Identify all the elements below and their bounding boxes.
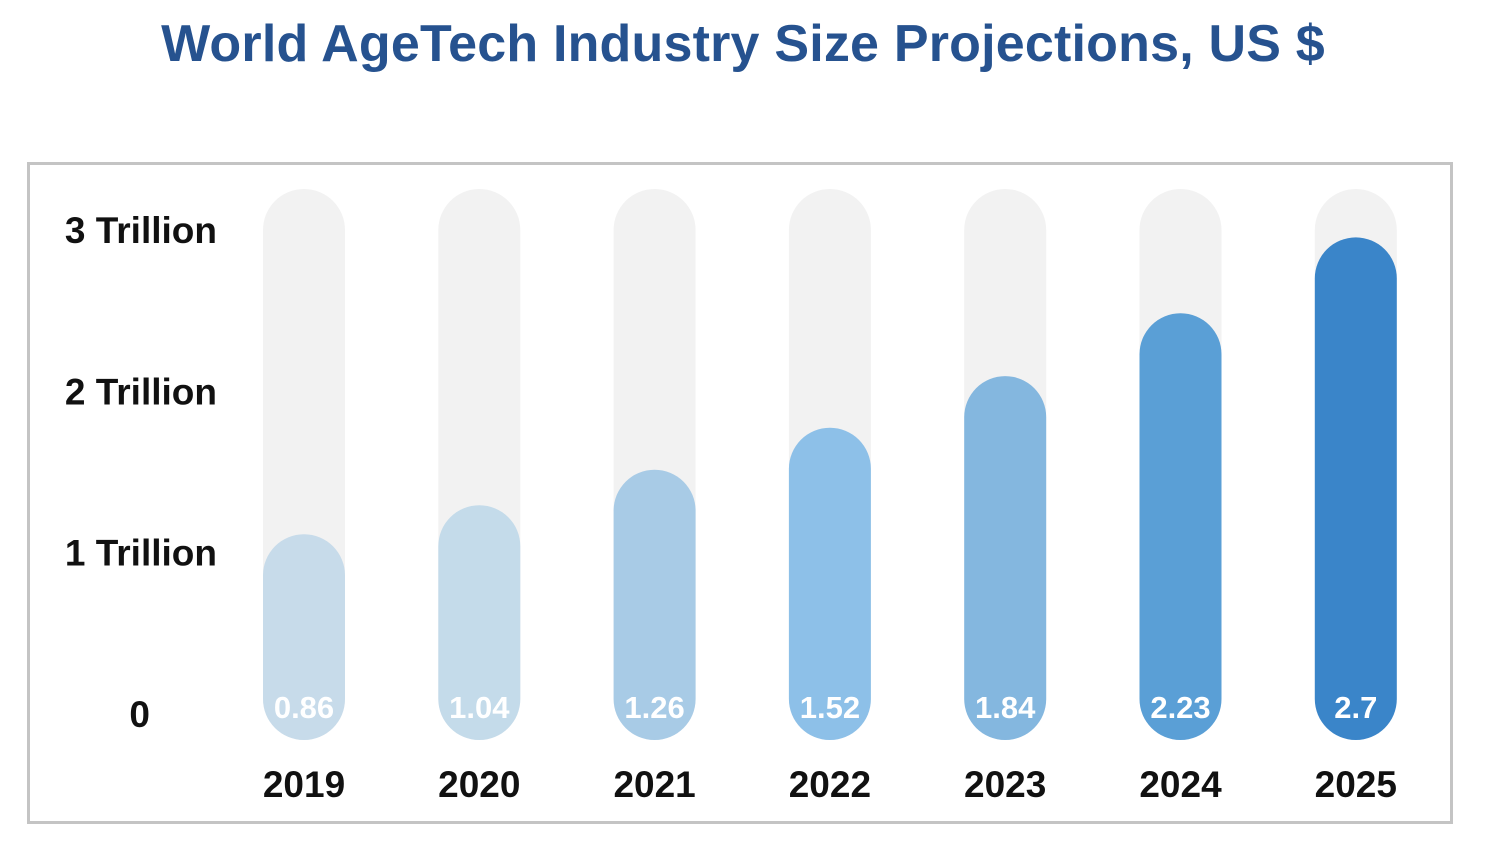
y-tick-0: 0	[129, 694, 150, 735]
y-axis-ticks: 0 1 Trillion 2 Trillion 3 Trillion	[65, 210, 217, 735]
data-label-2021: 1.26	[624, 690, 684, 725]
data-label-2020: 1.04	[449, 690, 510, 725]
x-axis-ticks: 2019 2020 2021 2022 2023 2024 2025	[263, 764, 1397, 805]
bar-2021	[613, 469, 696, 740]
y-tick-2: 2 Trillion	[65, 371, 217, 412]
y-tick-1: 1 Trillion	[65, 533, 217, 574]
bar-2023	[964, 376, 1047, 740]
data-labels: 0.86 1.04 1.26 1.52 1.84 2.23 2.7	[274, 690, 1378, 725]
x-tick-2020: 2020	[438, 764, 520, 805]
bar-2025	[1314, 237, 1397, 740]
x-tick-2022: 2022	[789, 764, 871, 805]
bar-2020	[438, 505, 521, 740]
bar-2022	[788, 427, 871, 740]
data-label-2024: 2.23	[1150, 690, 1210, 725]
bars	[263, 237, 1397, 740]
x-tick-2021: 2021	[613, 764, 695, 805]
bar-2024	[1139, 313, 1222, 740]
x-tick-2019: 2019	[263, 764, 345, 805]
y-tick-3: 3 Trillion	[65, 210, 217, 251]
data-label-2023: 1.84	[975, 690, 1036, 725]
data-label-2025: 2.7	[1334, 690, 1377, 725]
chart-title: World AgeTech Industry Size Projections,…	[161, 15, 1325, 73]
data-label-2019: 0.86	[274, 690, 334, 725]
x-tick-2023: 2023	[964, 764, 1046, 805]
data-label-2022: 1.52	[800, 690, 860, 725]
x-tick-2024: 2024	[1139, 764, 1222, 805]
bar-2019	[263, 534, 345, 740]
x-tick-2025: 2025	[1315, 764, 1397, 805]
